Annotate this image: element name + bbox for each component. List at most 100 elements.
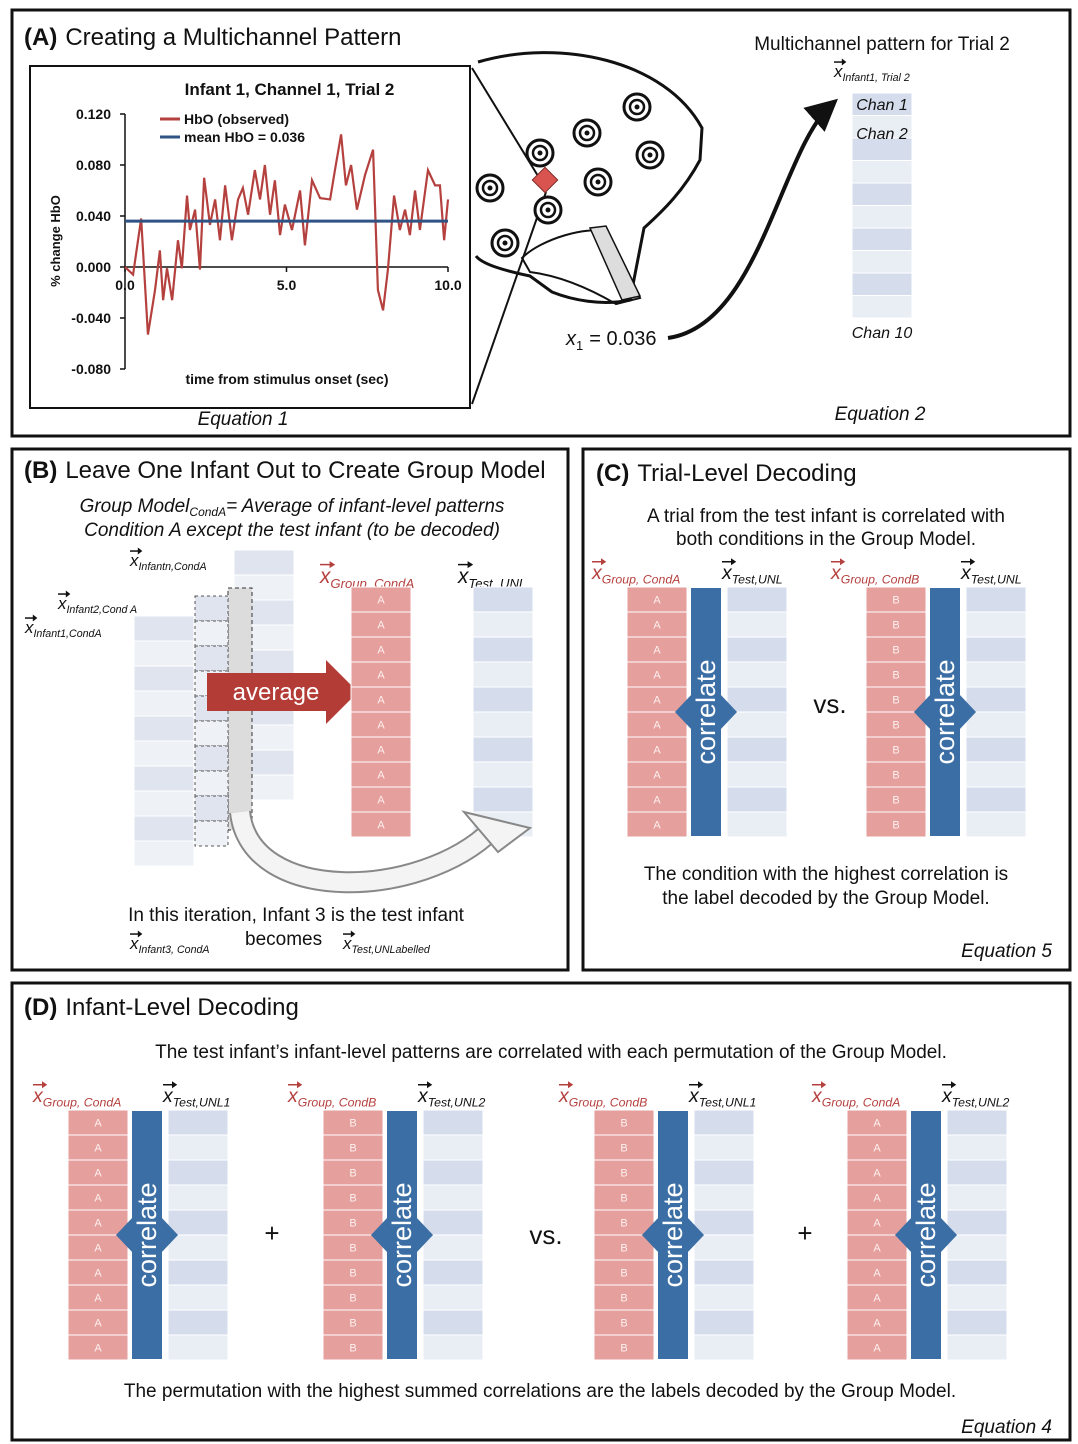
infant-cell: [134, 741, 194, 766]
equation-label: Equation 2: [835, 404, 926, 425]
group-vector: xGroup, CondA: [32, 1085, 121, 1110]
becomes-label: becomes: [245, 929, 322, 950]
cell-letter: A: [653, 695, 661, 707]
test-cell: [694, 1335, 754, 1360]
cell-letter: A: [873, 1168, 881, 1180]
pattern-cell: [852, 183, 912, 206]
test-cell: [694, 1310, 754, 1335]
correlate-label: correlate: [930, 659, 960, 764]
infant-cell: [195, 646, 228, 671]
cell-letter: B: [620, 1193, 627, 1205]
cell-letter: B: [349, 1343, 356, 1355]
panel-label: (D): [24, 994, 57, 1021]
cell-letter: A: [94, 1118, 102, 1130]
cell-letter: B: [349, 1243, 356, 1255]
optode: [538, 151, 543, 156]
conclusion-text: the label decoded by the Group Model.: [662, 888, 989, 909]
test-cell: [423, 1160, 483, 1185]
panel-title: Creating a Multichannel Pattern: [65, 24, 401, 51]
pattern-cell: [852, 251, 912, 274]
test-cell: [947, 1260, 1007, 1285]
infant-cell: [195, 721, 228, 746]
cell-letter: A: [377, 770, 385, 782]
cell-letter: A: [377, 820, 385, 832]
cell-letter: A: [873, 1268, 881, 1280]
cell-letter: B: [349, 1268, 356, 1280]
test-cell: [694, 1185, 754, 1210]
vector-subscript: Infantn,CondA: [138, 561, 206, 573]
vector-arrowhead: [951, 1081, 956, 1088]
equation-label: Equation 5: [961, 941, 1052, 962]
vector-arrowhead: [66, 591, 71, 598]
from-vector: xInfant3, CondA: [129, 934, 210, 956]
pattern-cell: [852, 206, 912, 229]
conclusion-text: The condition with the highest correlati…: [644, 864, 1008, 885]
panel-title: Trial-Level Decoding: [637, 460, 856, 487]
test-cell: [473, 737, 533, 762]
cell-letter: B: [892, 620, 899, 632]
iteration-note: In this iteration, Infant 3 is the test …: [128, 905, 465, 926]
test-cell: [168, 1335, 228, 1360]
vector-subscript: Test,UNL1: [699, 1096, 757, 1110]
cell-letter: A: [653, 820, 661, 832]
vector-subscript: Test,UNL2: [952, 1096, 1010, 1110]
panel-title: Infant-Level Decoding: [65, 994, 298, 1021]
cell-letter: A: [653, 720, 661, 732]
cell-letter: A: [873, 1318, 881, 1330]
vector-subscript: Test,UNL2: [428, 1096, 486, 1110]
cell-letter: B: [620, 1218, 627, 1230]
cell-letter: B: [892, 645, 899, 657]
y-axis-label: % change HbO: [48, 195, 63, 287]
cell-letter: B: [349, 1118, 356, 1130]
correlate-label: correlate: [691, 659, 721, 764]
cell-letter: B: [349, 1193, 356, 1205]
cell-letter: A: [94, 1268, 102, 1280]
cell-letter: A: [873, 1343, 881, 1355]
correlate-label: correlate: [911, 1182, 941, 1287]
operator: vs.: [813, 689, 846, 719]
cell-letter: B: [892, 770, 899, 782]
infant-cell: [195, 821, 228, 846]
optode: [546, 208, 551, 213]
legend-label: mean HbO = 0.036: [184, 129, 305, 145]
y-tick-label: -0.080: [71, 361, 111, 377]
equation-label: Equation 1: [198, 409, 289, 430]
y-tick-label: 0.000: [76, 259, 111, 275]
vector-symbol: x: [319, 565, 331, 588]
group-vector: xGroup, CondA: [591, 562, 680, 587]
test-cell: [473, 687, 533, 712]
test-cell: [947, 1235, 1007, 1260]
test-cell: [423, 1285, 483, 1310]
page: (A)Creating a Multichannel PatternInfant…: [0, 0, 1078, 1444]
test-cell: [966, 587, 1026, 612]
cell-letter: A: [653, 795, 661, 807]
cell-letter: B: [620, 1118, 627, 1130]
figure: (A)Creating a Multichannel PatternInfant…: [0, 0, 1078, 1444]
test-cell: [473, 587, 533, 612]
test-cell: [694, 1160, 754, 1185]
vector-arrowhead: [698, 1081, 703, 1088]
test-cell: [966, 737, 1026, 762]
test-cell: [947, 1160, 1007, 1185]
y-tick-label: 0.120: [76, 106, 111, 122]
test-cell: [947, 1110, 1007, 1135]
panel-heading: (D) Infant-Level Decoding: [24, 994, 299, 1021]
cell-letter: A: [94, 1243, 102, 1255]
test-cell: [966, 762, 1026, 787]
pattern-cell: [852, 296, 912, 319]
y-tick-label: 0.080: [76, 157, 111, 173]
test-cell: [473, 712, 533, 737]
test-cell: [168, 1285, 228, 1310]
cell-letter: A: [94, 1193, 102, 1205]
intro-text: both conditions in the Group Model.: [676, 529, 976, 550]
test-cell: [168, 1110, 228, 1135]
cell-letter: A: [653, 745, 661, 757]
x1-value: = 0.036: [589, 328, 656, 350]
infant-cell: [234, 550, 294, 575]
vector-subscript: Test,UNL: [732, 573, 783, 587]
test-cell: [473, 787, 533, 812]
infant-cell: [134, 666, 194, 691]
test-cell: [947, 1185, 1007, 1210]
cell-letter: A: [873, 1143, 881, 1155]
cell-letter: A: [653, 620, 661, 632]
